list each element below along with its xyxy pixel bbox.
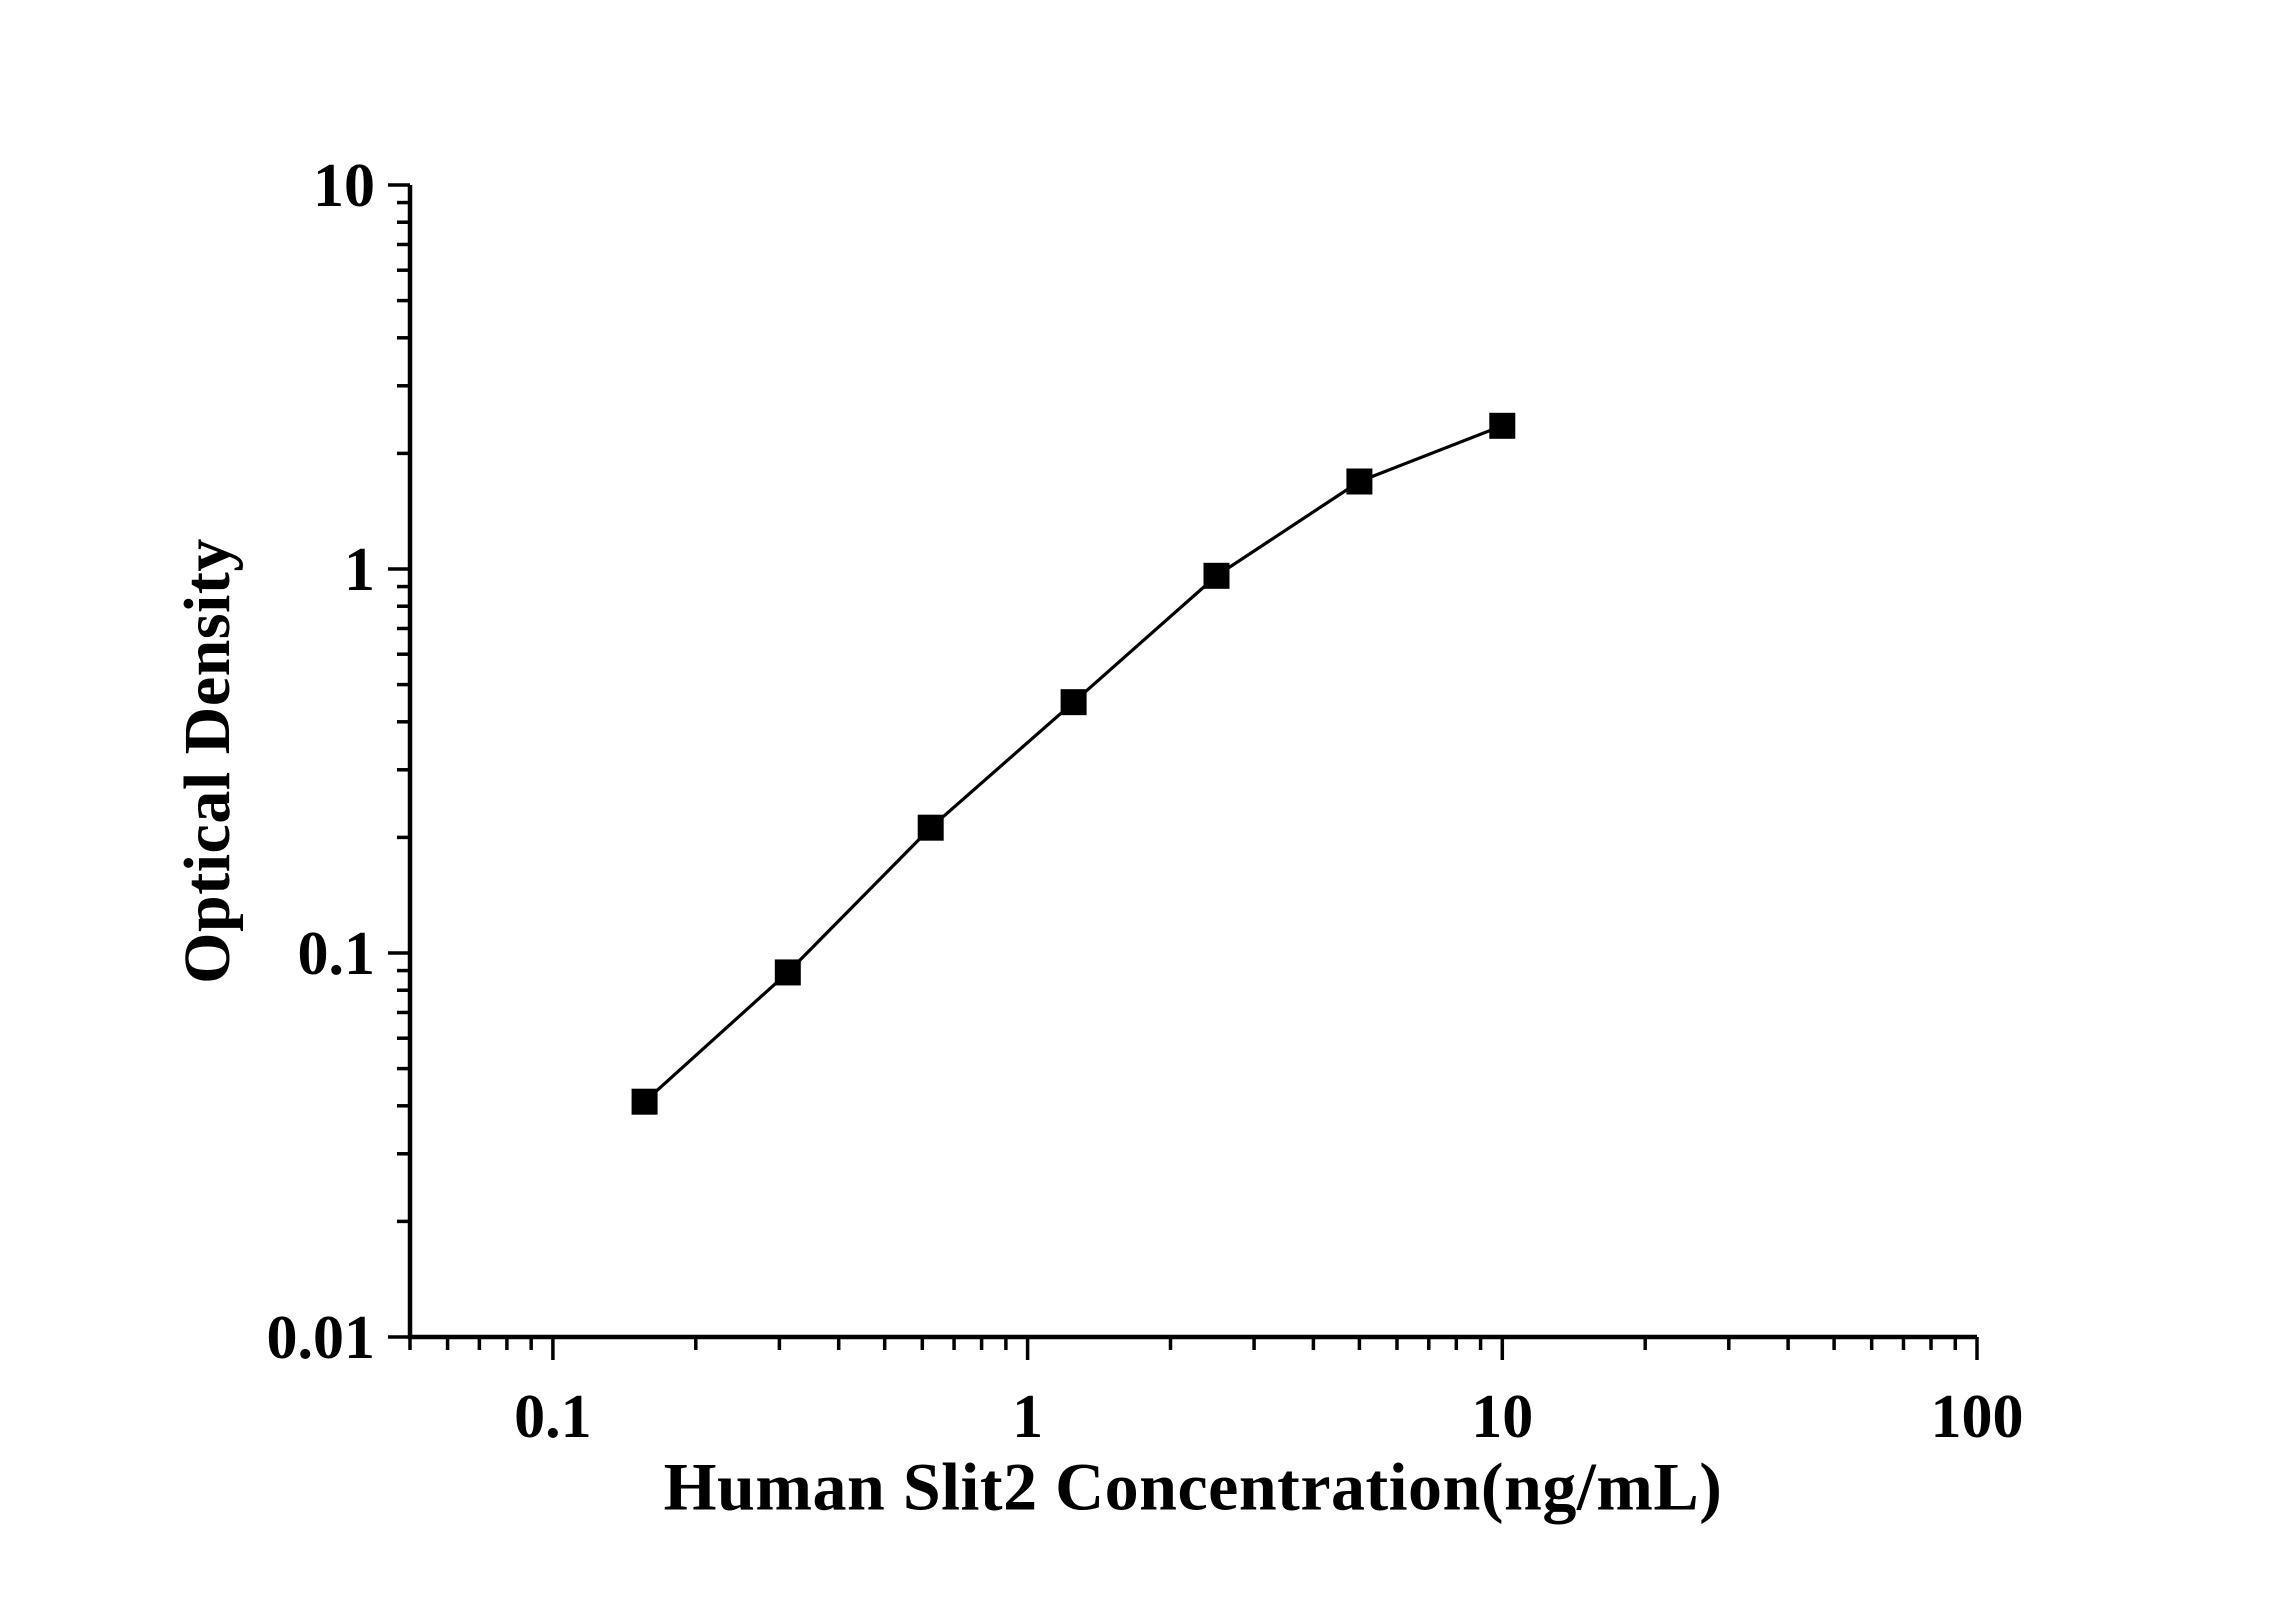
y-axis-title: Optical Density — [171, 538, 244, 984]
y-tick-label: 1 — [344, 536, 375, 604]
x-axis-title: Human Slit2 Concentration(ng/mL) — [663, 1448, 1723, 1525]
y-tick-label: 0.1 — [298, 920, 376, 988]
y-tick-label: 10 — [313, 152, 375, 220]
axes-spines — [407, 185, 1977, 1340]
data-point-marker — [774, 959, 801, 986]
series-line — [643, 424, 1503, 1103]
data-point-marker — [1489, 412, 1516, 439]
data-point-marker — [1203, 562, 1230, 589]
x-tick-label: 10 — [1471, 1383, 1533, 1451]
data-point-marker — [1346, 468, 1373, 495]
data-point-marker — [917, 814, 944, 841]
data-point-marker — [631, 1088, 658, 1115]
x-tick-label: 0.1 — [514, 1383, 592, 1451]
data-point-marker — [1060, 689, 1087, 716]
x-tick-label: 100 — [1931, 1383, 2024, 1451]
y-tick-label: 0.01 — [267, 1304, 376, 1372]
x-tick-label: 1 — [1012, 1383, 1043, 1451]
